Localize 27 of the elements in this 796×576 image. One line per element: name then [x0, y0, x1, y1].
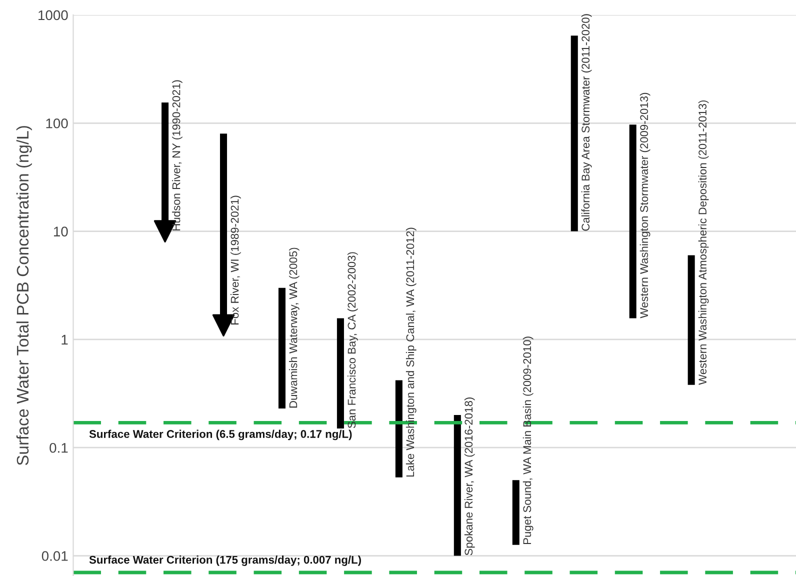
y-tick-label: 0.01	[42, 551, 68, 561]
x-tick-label: Spokane River, WA (2016-2018)	[464, 398, 475, 556]
ref-line-label: Surface Water Criterion (175 grams/day; 0.007 ng/L)	[89, 556, 361, 566]
y-tick-label: 10	[54, 226, 68, 236]
bar	[278, 288, 286, 408]
x-tick-label: Duwamish Waterway, WA (2005)	[289, 248, 300, 408]
y-tick-label: 1000	[38, 10, 68, 20]
bar	[570, 36, 578, 232]
bar	[395, 380, 402, 478]
x-tick-label: California Bay Area Stormwater (2011-2020)	[581, 14, 592, 231]
bar	[336, 318, 344, 429]
y-axis-title: Surface Water Total PCB Concentration (ng/L)	[16, 126, 32, 466]
x-tick-label: Fox River, WI (1989-2021)	[230, 196, 241, 324]
bar	[688, 255, 695, 385]
x-tick-label: San Francisco Bay, CA (2002-2003)	[347, 252, 358, 428]
ref-line-label: Surface Water Criterion (6.5 grams/day; 0.17 ng/L)	[89, 430, 352, 440]
x-tick-label: Lake Washington and Ship Canal, WA (2011-2012)	[406, 228, 416, 477]
bar	[454, 415, 461, 556]
bar	[512, 480, 520, 545]
y-tick-label: 1	[62, 334, 68, 344]
y-tick-label: 0.1	[50, 442, 68, 453]
x-tick-label: Western Washington Atmospheric Deposition (2011-2013)	[698, 100, 709, 385]
x-tick-label: Puget Sound, WA Main Basin (2009-2010)	[522, 336, 534, 544]
x-tick-label: Western Washington Stormwater (2009-2013)	[640, 92, 650, 318]
bar	[629, 124, 636, 318]
x-tick-label: Hudson River, NY (1990-2021)	[172, 80, 182, 230]
y-tick-label: 100	[46, 118, 68, 128]
